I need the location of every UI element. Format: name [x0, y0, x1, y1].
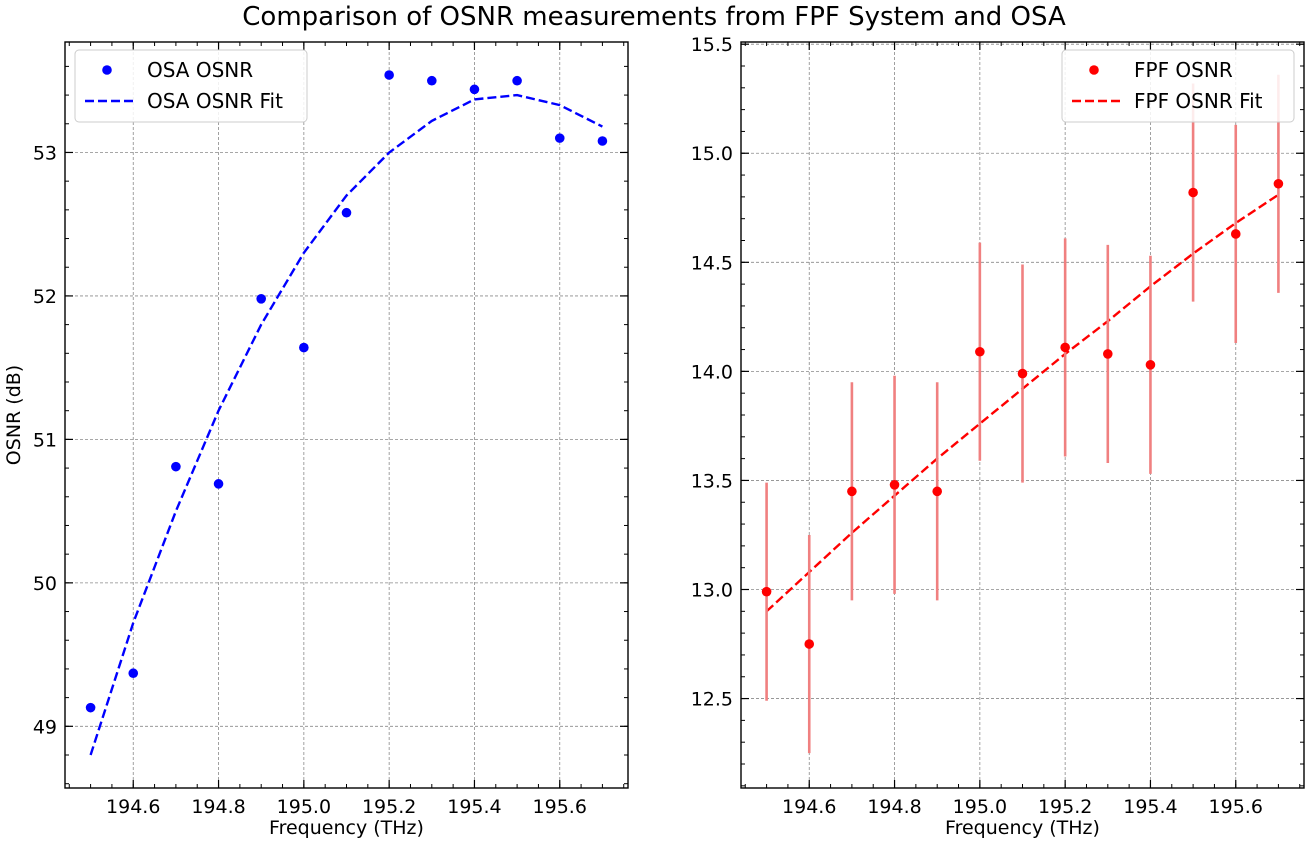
- x-tick-label: 195.2: [362, 796, 416, 818]
- x-tick-label: 194.6: [782, 796, 836, 818]
- plot-frame: [64, 41, 629, 789]
- x-tick-label: 195.6: [533, 796, 587, 818]
- legend: OSA OSNR OSA OSNR Fit: [74, 49, 308, 123]
- data-point: [975, 346, 985, 357]
- x-tick-label: 194.8: [867, 796, 921, 818]
- data-point: [889, 480, 900, 490]
- y-axis-label: OSNR (dB): [3, 365, 25, 465]
- data-point: [341, 207, 352, 218]
- x-tick-label: 195.6: [1209, 796, 1263, 818]
- y-tick-label: 15.0: [691, 143, 733, 165]
- fit-line: [89, 93, 603, 756]
- y-tick-label: 50: [33, 573, 57, 595]
- chart-panel-2: 194.6 194.8 195.0 195.2 195.4 195.6 12.5 13.0 13…: [691, 34, 1305, 839]
- data-point: [256, 293, 266, 304]
- x-axis-label: Frequency (THz): [269, 817, 424, 839]
- data-point: [1060, 342, 1070, 353]
- data-point: [804, 639, 815, 649]
- legend-label: OSA OSNR Fit: [147, 89, 283, 113]
- chart-panel-1: 194.6 194.8 195.0 195.2 195.4 195.6 49 50 51 52 53…: [3, 41, 629, 839]
- legend-box: [1061, 49, 1295, 123]
- x-tick-label: 195.2: [1038, 796, 1092, 818]
- figure-title: Comparison of OSNR measurements from FPF…: [242, 2, 1066, 32]
- plot-area: [85, 70, 608, 756]
- data-point: [1230, 229, 1241, 239]
- data-point: [469, 84, 480, 95]
- legend-label: OSA OSNR: [147, 58, 253, 82]
- y-tick-label: 52: [33, 286, 57, 308]
- x-tick-label: 194.6: [106, 796, 160, 818]
- x-tick-label: 195.4: [1123, 796, 1177, 818]
- data-point: [512, 75, 522, 86]
- y-tick-label: 12.5: [691, 689, 733, 711]
- legend-label: FPF OSNR Fit: [1134, 89, 1263, 113]
- y-tick-label: 13.5: [691, 470, 733, 492]
- data-point: [299, 342, 309, 353]
- legend-swatch-marker: [1089, 65, 1099, 75]
- data-point: [847, 486, 857, 497]
- data-point: [171, 461, 181, 472]
- legend-box: [74, 49, 308, 123]
- x-tick-label: 195.4: [447, 796, 501, 818]
- x-tick-label: 195.0: [953, 796, 1007, 818]
- y-tick-label: 14.5: [691, 252, 733, 274]
- legend-swatch-marker: [102, 65, 112, 75]
- data-point: [85, 702, 96, 713]
- y-tick-label: 53: [33, 142, 57, 164]
- plot-frame: [740, 41, 1305, 789]
- x-tick-label: 194.8: [191, 796, 245, 818]
- data-point: [1188, 187, 1198, 198]
- data-point: [1273, 178, 1284, 189]
- y-tick-label: 14.0: [691, 361, 733, 383]
- x-tick-label: 195.0: [277, 796, 331, 818]
- data-point: [932, 486, 942, 497]
- data-point: [1103, 349, 1113, 359]
- y-tick-label: 15.5: [691, 34, 733, 56]
- data-point: [128, 668, 139, 679]
- plot-area: [761, 74, 1284, 754]
- data-point: [213, 479, 224, 489]
- data-point: [761, 586, 772, 597]
- legend-label: FPF OSNR: [1134, 58, 1233, 82]
- data-point: [1017, 368, 1028, 379]
- data-point: [427, 75, 437, 86]
- y-tick-label: 49: [33, 716, 57, 738]
- x-axis-label: Frequency (THz): [945, 817, 1100, 839]
- data-point: [554, 133, 565, 143]
- y-tick-label: 13.0: [691, 580, 733, 602]
- data-point: [597, 136, 608, 146]
- y-tick-label: 51: [33, 429, 57, 451]
- data-point: [384, 70, 394, 80]
- legend: FPF OSNR FPF OSNR Fit: [1061, 49, 1295, 123]
- data-point: [1145, 360, 1156, 370]
